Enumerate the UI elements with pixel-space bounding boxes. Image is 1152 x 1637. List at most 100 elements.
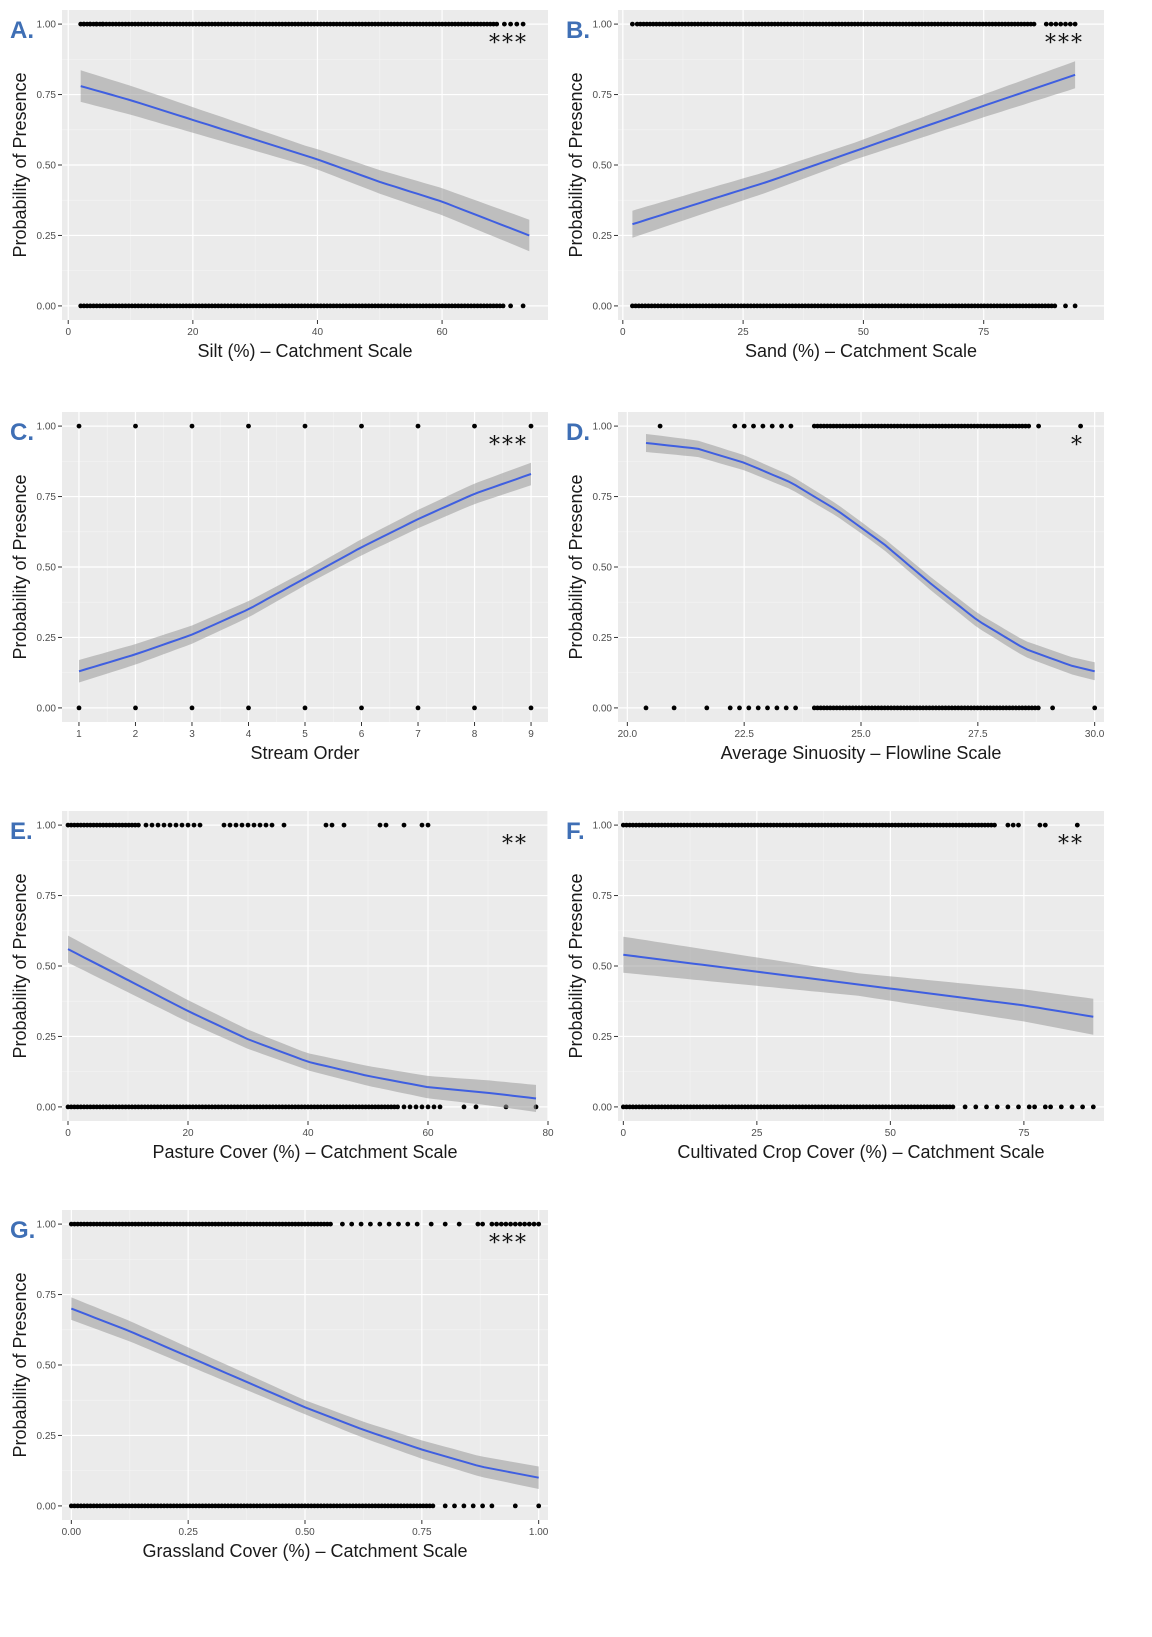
observation-present-point <box>328 1221 333 1227</box>
y-tick-label: 0.50 <box>37 563 57 574</box>
observation-absent-point <box>359 705 364 711</box>
x-tick-label: 40 <box>312 327 324 338</box>
observation-present-point <box>401 822 407 828</box>
y-tick-label: 0.00 <box>37 301 57 312</box>
observation-present-point <box>383 822 389 828</box>
y-tick-label: 0.75 <box>37 891 57 902</box>
y-tick-label: 0.00 <box>593 301 613 312</box>
observation-present-point <box>428 1221 434 1227</box>
observation-present-point <box>489 1221 495 1227</box>
x-tick-label: 0.50 <box>295 1527 315 1538</box>
x-axis-title: Silt (%) – Catchment Scale <box>197 341 412 361</box>
observation-absent-point <box>520 303 526 309</box>
y-axis-title: Probability of Presence <box>10 873 30 1058</box>
observation-present-point <box>1005 822 1011 828</box>
y-tick-label: 0.75 <box>593 492 613 503</box>
x-tick-label: 20 <box>187 327 199 338</box>
x-tick-label: 25.0 <box>851 729 871 740</box>
x-tick-label: 25 <box>751 1128 763 1139</box>
panel-letter: B. <box>566 17 590 44</box>
x-tick-label: 75 <box>978 327 990 338</box>
observation-present-point <box>359 423 364 429</box>
observation-present-point <box>522 1221 527 1227</box>
observation-absent-point <box>643 705 649 711</box>
fitted-line <box>80 85 530 237</box>
panel-letter: G. <box>10 1217 35 1244</box>
observation-present-point <box>1072 21 1078 27</box>
y-tick-label: 0.00 <box>593 1102 613 1113</box>
observation-present-point <box>480 1221 485 1227</box>
observation-absent-point <box>442 1503 448 1509</box>
observation-present-point <box>100 21 105 27</box>
fitted-line <box>632 73 1076 226</box>
observation-present-point <box>732 423 738 429</box>
observation-present-point <box>517 1221 523 1227</box>
observation-present-point <box>405 1221 411 1227</box>
x-tick-label: 6 <box>359 729 365 740</box>
observation-absent-point <box>452 1503 457 1509</box>
observation-present-point <box>760 423 766 429</box>
panel-e: 0.00 0.25 0.50 0.75 1.00 0 20 40 60 80 ** E. Pasture… <box>0 801 560 1181</box>
significance-label: *** <box>489 1231 528 1256</box>
observation-present-point <box>788 423 794 429</box>
y-tick-label: 0.00 <box>593 703 613 714</box>
y-axis-title: Probability of Presence <box>566 474 586 659</box>
observation-present-point <box>456 1221 462 1227</box>
panel-letter: D. <box>566 419 590 446</box>
observation-absent-point <box>512 1503 518 1509</box>
observation-absent-point <box>962 1104 968 1110</box>
observation-present-point <box>246 423 251 429</box>
y-axis-title: Probability of Presence <box>10 474 30 659</box>
observation-absent-point <box>1042 1104 1048 1110</box>
chart-c: 0.00 0.25 0.50 0.75 1.00 1 2 3 4 5 6 7 8 9 *** C. Stream… <box>10 412 548 763</box>
observation-absent-point <box>473 1104 479 1110</box>
observation-present-point <box>1048 21 1054 27</box>
x-tick-label: 80 <box>542 1128 554 1139</box>
observation-present-point <box>143 822 149 828</box>
observation-present-point <box>1074 822 1080 828</box>
y-tick-label: 0.50 <box>37 962 57 973</box>
observation-absent-point <box>1016 1104 1021 1110</box>
y-axis-title: Probability of Presence <box>566 72 586 257</box>
observation-absent-point <box>536 1503 542 1509</box>
observation-absent-point <box>1080 1104 1085 1110</box>
fitted-line <box>78 473 532 673</box>
observation-absent-point <box>430 1503 436 1509</box>
chart-b: 0.00 0.25 0.50 0.75 1.00 0 25 50 75 *** B. Sand (%)… <box>566 10 1104 361</box>
observation-present-point <box>340 1221 345 1227</box>
x-tick-label: 50 <box>885 1128 897 1139</box>
observation-absent-point <box>480 1503 485 1509</box>
x-tick-label: 60 <box>422 1128 434 1139</box>
observation-absent-point <box>461 1104 467 1110</box>
x-tick-label: 1.00 <box>529 1527 549 1538</box>
x-tick-label: 25 <box>738 327 750 338</box>
observation-present-point <box>87 21 93 27</box>
observation-present-point <box>502 21 507 27</box>
observation-absent-point <box>973 1104 979 1110</box>
y-tick-label: 0.75 <box>593 891 613 902</box>
x-tick-label: 0.00 <box>62 1527 82 1538</box>
x-tick-label: 20.0 <box>618 729 638 740</box>
y-tick-label: 0.00 <box>37 1501 57 1512</box>
observation-present-point <box>133 423 138 429</box>
fitted-line <box>623 953 1094 1018</box>
observation-present-point <box>329 822 335 828</box>
x-tick-label: 27.5 <box>968 729 988 740</box>
significance-label: *** <box>1045 31 1084 56</box>
observation-present-point <box>1042 822 1048 828</box>
observation-present-point <box>779 423 784 429</box>
observation-absent-point <box>489 1503 495 1509</box>
x-tick-label: 0.75 <box>412 1527 432 1538</box>
x-tick-label: 30.0 <box>1085 729 1105 740</box>
x-axis-title: Sand (%) – Catchment Scale <box>745 341 977 361</box>
observation-present-point <box>494 1221 499 1227</box>
observation-present-point <box>1067 21 1073 27</box>
y-tick-label: 0.50 <box>593 161 613 172</box>
observation-absent-point <box>431 1104 437 1110</box>
y-tick-label: 0.75 <box>593 90 613 101</box>
chart-a: 0.00 0.25 0.50 0.75 1.00 0 20 40 60 *** A. Silt (%)… <box>10 10 548 361</box>
confidence-band <box>71 1297 539 1489</box>
observation-present-point <box>514 21 520 27</box>
x-tick-label: 1 <box>76 729 82 740</box>
observation-absent-point <box>1072 303 1078 309</box>
